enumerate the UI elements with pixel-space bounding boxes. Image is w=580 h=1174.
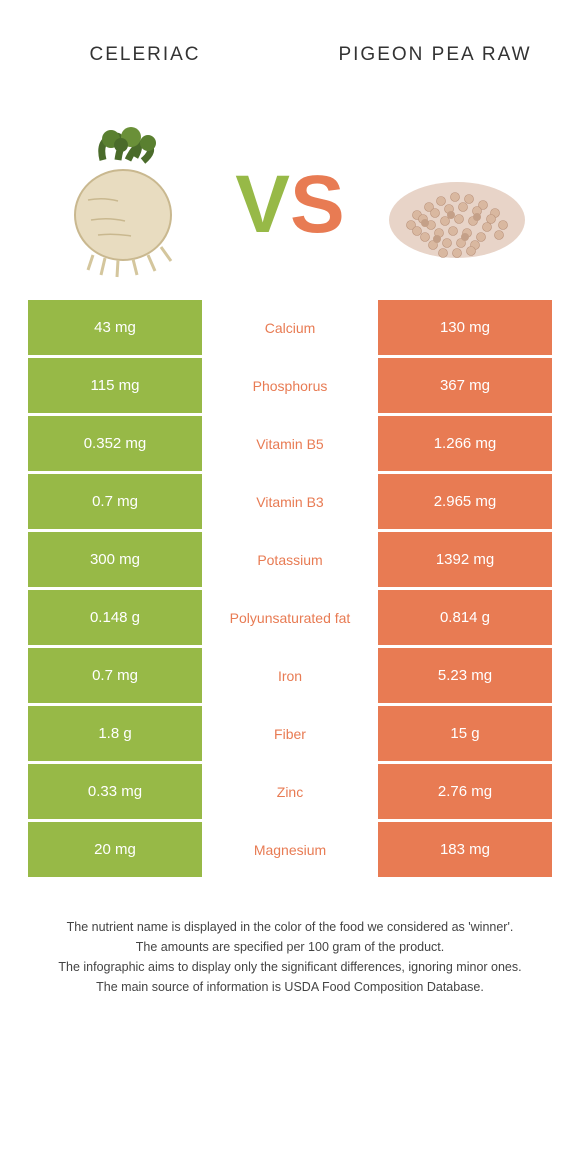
nutrient-name: Fiber <box>205 706 375 761</box>
left-value: 43 mg <box>28 300 205 355</box>
right-value: 1.266 mg <box>375 416 552 471</box>
right-value: 5.23 mg <box>375 648 552 703</box>
vs-s: S <box>290 164 345 246</box>
left-value: 300 mg <box>28 532 205 587</box>
right-image <box>355 125 560 285</box>
vs-v: V <box>235 164 290 246</box>
right-value: 0.814 g <box>375 590 552 645</box>
right-title: Pigeon pea raw <box>290 44 580 66</box>
celeriac-icon <box>43 125 203 285</box>
nutrient-name: Calcium <box>205 300 375 355</box>
nutrient-name: Potassium <box>205 532 375 587</box>
nutrient-name: Polyunsaturated fat <box>205 590 375 645</box>
left-title: Celeriac <box>0 44 290 66</box>
table-row: 0.33 mgZinc2.76 mg <box>28 764 552 822</box>
table-row: 0.7 mgIron5.23 mg <box>28 648 552 706</box>
pigeon-pea-icon <box>377 125 537 285</box>
footer-line: The amounts are specified per 100 gram o… <box>30 938 550 956</box>
footer-line: The nutrient name is displayed in the co… <box>30 918 550 936</box>
vs-label: VS <box>225 164 354 246</box>
nutrient-name: Iron <box>205 648 375 703</box>
table-row: 0.352 mgVitamin B51.266 mg <box>28 416 552 474</box>
nutrient-name: Vitamin B5 <box>205 416 375 471</box>
left-value: 0.7 mg <box>28 648 205 703</box>
table-row: 115 mgPhosphorus367 mg <box>28 358 552 416</box>
right-value: 183 mg <box>375 822 552 877</box>
right-value: 1392 mg <box>375 532 552 587</box>
left-value: 0.352 mg <box>28 416 205 471</box>
footer-notes: The nutrient name is displayed in the co… <box>0 880 580 999</box>
left-image <box>20 125 225 285</box>
nutrient-name: Vitamin B3 <box>205 474 375 529</box>
table-row: 1.8 gFiber15 g <box>28 706 552 764</box>
left-value: 20 mg <box>28 822 205 877</box>
left-value: 115 mg <box>28 358 205 413</box>
footer-line: The infographic aims to display only the… <box>30 958 550 976</box>
images-row: VS <box>0 110 580 300</box>
table-row: 20 mgMagnesium183 mg <box>28 822 552 880</box>
right-value: 2.76 mg <box>375 764 552 819</box>
left-value: 0.7 mg <box>28 474 205 529</box>
left-value: 0.148 g <box>28 590 205 645</box>
table-row: 43 mgCalcium130 mg <box>28 300 552 358</box>
right-value: 15 g <box>375 706 552 761</box>
titles-row: Celeriac Pigeon pea raw <box>0 0 580 110</box>
left-value: 0.33 mg <box>28 764 205 819</box>
footer-line: The main source of information is USDA F… <box>30 978 550 996</box>
table-row: 300 mgPotassium1392 mg <box>28 532 552 590</box>
table-row: 0.148 gPolyunsaturated fat0.814 g <box>28 590 552 648</box>
nutrient-name: Zinc <box>205 764 375 819</box>
nutrient-name: Phosphorus <box>205 358 375 413</box>
nutrient-table: 43 mgCalcium130 mg115 mgPhosphorus367 mg… <box>0 300 580 880</box>
right-value: 130 mg <box>375 300 552 355</box>
left-value: 1.8 g <box>28 706 205 761</box>
table-row: 0.7 mgVitamin B32.965 mg <box>28 474 552 532</box>
right-value: 367 mg <box>375 358 552 413</box>
nutrient-name: Magnesium <box>205 822 375 877</box>
right-value: 2.965 mg <box>375 474 552 529</box>
